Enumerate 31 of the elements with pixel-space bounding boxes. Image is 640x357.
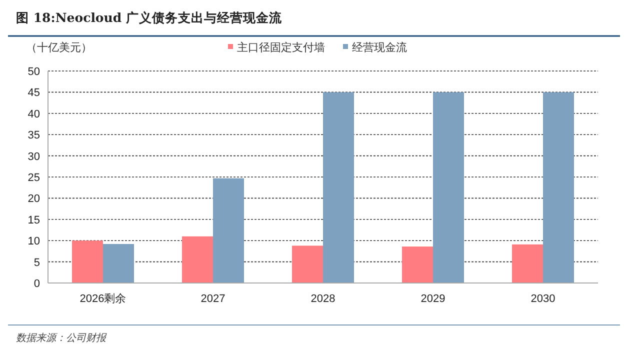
x-tick-label: 2028 [310, 293, 336, 305]
y-axis-title: （十亿美元） [26, 41, 92, 54]
chart-title: 图 18:Neocloud 广义债务支出与经营现金流 [16, 10, 283, 25]
y-tick-label: 0 [34, 278, 40, 290]
bar [182, 236, 213, 283]
bar [292, 246, 323, 283]
x-tick-label: 2026剩余 [80, 293, 126, 305]
y-tick-label: 30 [28, 150, 40, 163]
y-tick-label: 10 [28, 236, 40, 248]
y-tick-label: 20 [28, 193, 40, 206]
legend-label: 经营现金流 [352, 41, 407, 54]
y-tick-label: 5 [34, 256, 40, 269]
x-tick-label: 2029 [420, 293, 446, 305]
legend-label: 主口径固定支付墙 [237, 41, 325, 54]
bar [323, 92, 354, 283]
y-tick-label: 25 [28, 172, 40, 184]
bar [103, 244, 134, 283]
y-tick-label: 45 [28, 87, 40, 100]
y-tick-label: 40 [28, 108, 40, 120]
y-tick-label: 15 [28, 214, 40, 226]
x-tick-label: 2027 [200, 293, 226, 305]
x-tick-label: 2030 [530, 293, 556, 305]
bar [213, 178, 244, 283]
bar [543, 92, 574, 283]
y-tick-label: 35 [28, 130, 40, 142]
bar [402, 246, 433, 283]
bar [512, 244, 543, 283]
source-note: 数据来源：公司财报 [16, 332, 107, 344]
bar [72, 240, 103, 283]
y-tick-label: 50 [28, 66, 40, 78]
bar [433, 92, 464, 283]
